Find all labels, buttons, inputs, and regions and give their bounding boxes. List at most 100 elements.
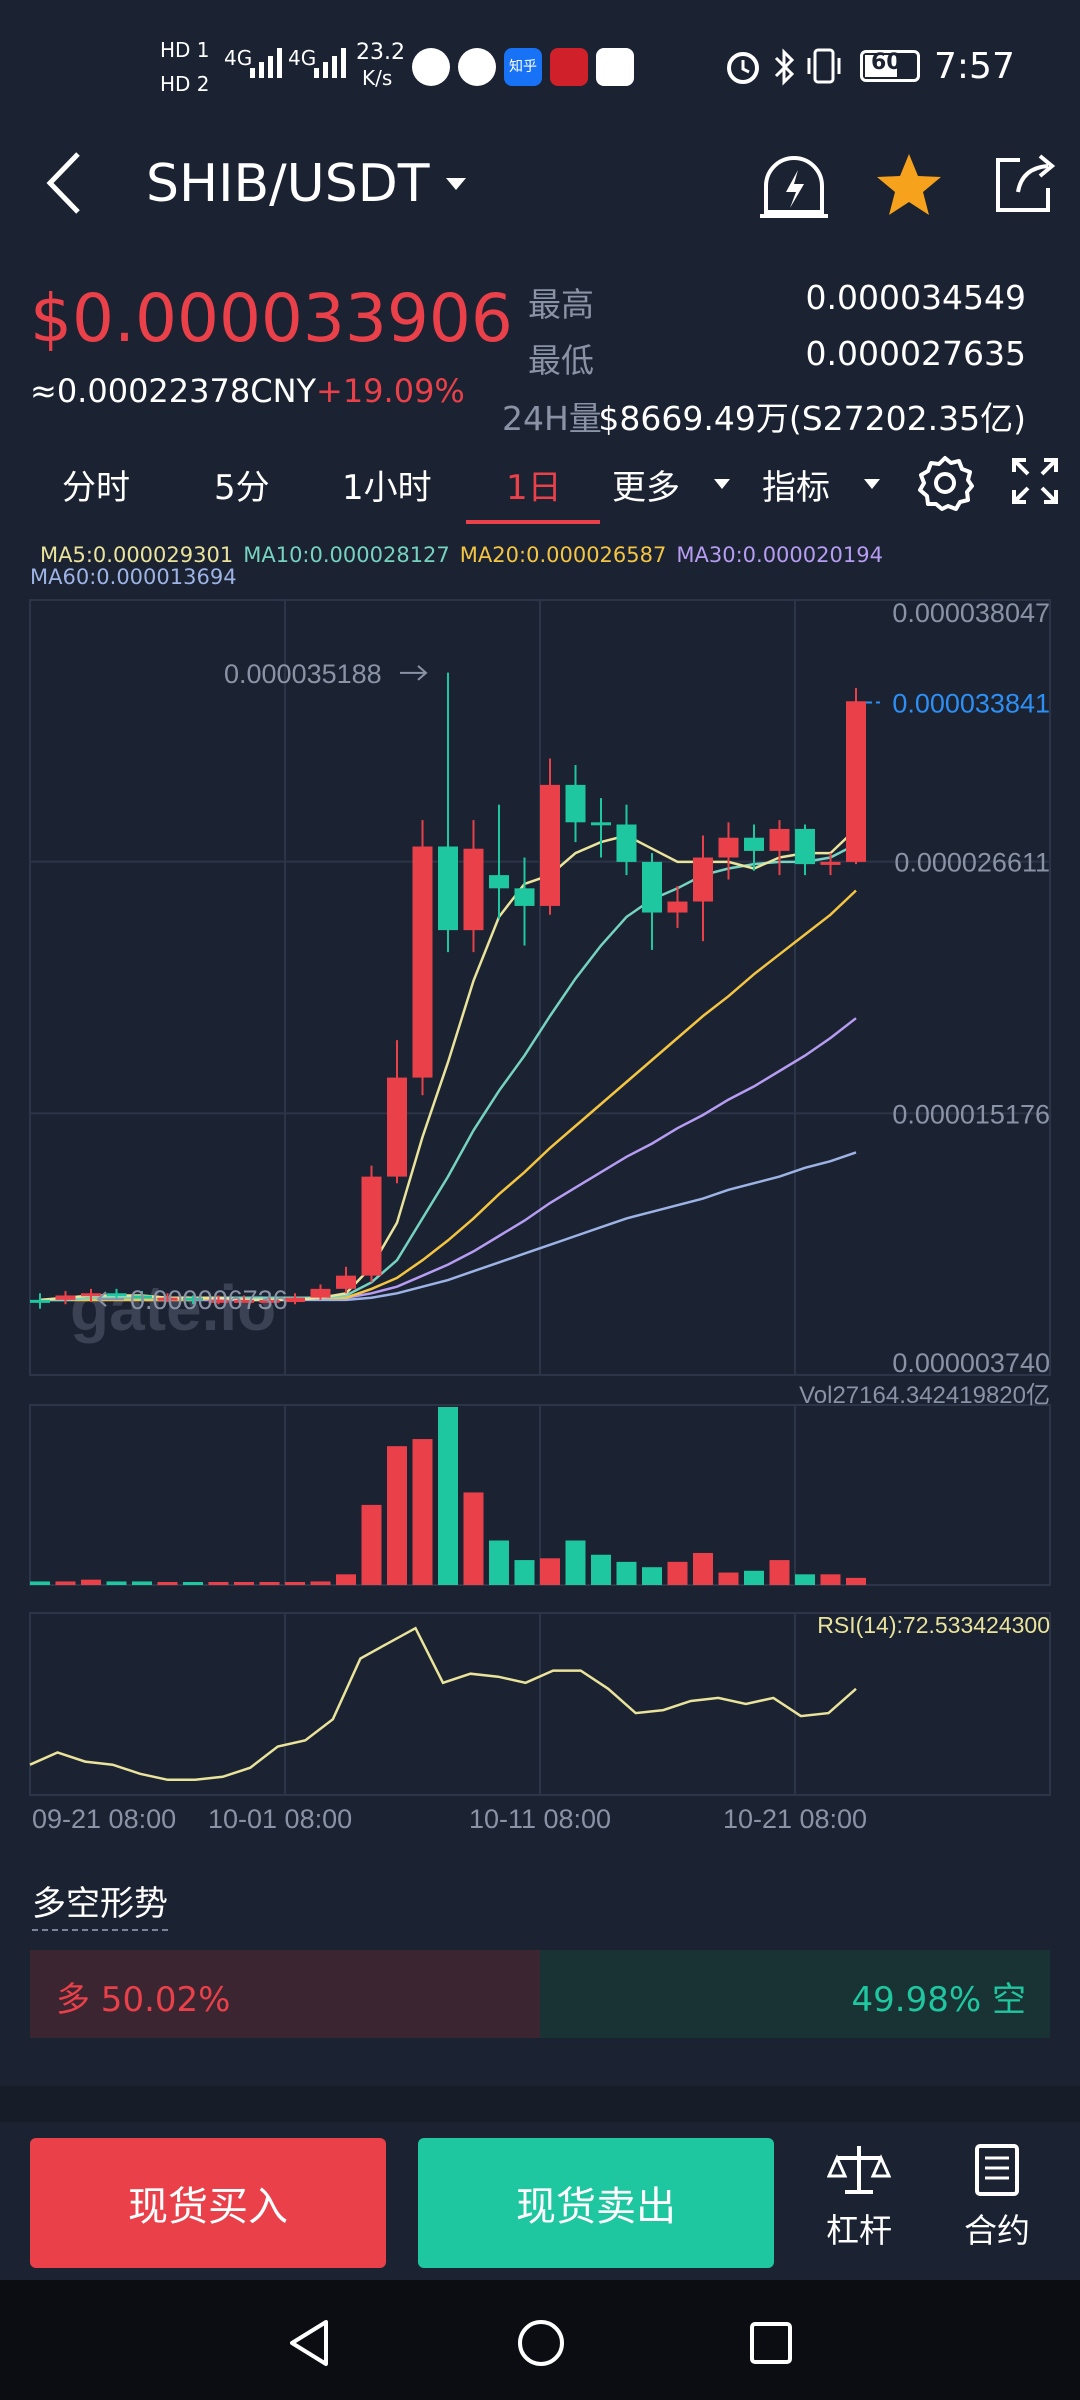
candle-body [540, 784, 560, 906]
volume-bar [463, 1492, 484, 1585]
candle-body [820, 861, 841, 865]
sim1-badge: HD 1 [160, 38, 210, 62]
volume-bar [387, 1446, 407, 1585]
ma5-legend: MA5:0.000029301 [40, 543, 234, 567]
contract-button[interactable]: 合约 [942, 2142, 1052, 2262]
spot-buy-button[interactable]: 现货买入 [30, 2138, 386, 2268]
volume-bar [616, 1561, 637, 1585]
short-ratio-text: 49.98% 空 [851, 1980, 1026, 2020]
battery-icon: 60 [860, 50, 920, 82]
current-price-label: 0.000033841 [892, 689, 1050, 719]
signal-1-icon [250, 48, 282, 78]
price-axis-label: 0.000015176 [892, 1099, 1050, 1129]
tab-timeline[interactable]: 分时 [62, 468, 130, 508]
tab-more[interactable]: 更多 [612, 468, 680, 508]
volume-bar [234, 1582, 254, 1585]
contract-label: 合约 [964, 2211, 1030, 2250]
volume-bar [718, 1572, 739, 1585]
tab-indicators[interactable]: 指标 [762, 468, 830, 508]
candle-body [412, 846, 433, 1078]
price-change-percent: +19.09% [316, 372, 465, 410]
rsi-line [29, 1626, 857, 1782]
volume-bar [412, 1439, 433, 1585]
network-type-2: 4G [288, 46, 317, 70]
candle-body [55, 1295, 76, 1300]
ma60-legend: MA60:0.000013694 [30, 565, 237, 589]
candle-body [795, 828, 815, 865]
favorite-star-icon[interactable] [874, 150, 944, 220]
x-axis-label: 10-21 08:00 [723, 1804, 867, 1834]
low-label: 最低 [528, 341, 594, 380]
pair-title[interactable]: SHIB/USDT [146, 154, 430, 214]
ma-legend: MA5:0.000029301 MA10:0.000028127 MA20:0.00… [30, 543, 893, 588]
share-icon[interactable] [990, 148, 1058, 218]
volume-bar [81, 1579, 101, 1585]
candle-body [693, 857, 713, 902]
status-bar: HD 1 HD 2 4G 4G 23.2 K/s 知乎 60 7:57 [0, 0, 1080, 130]
fullscreen-icon[interactable] [1010, 456, 1060, 506]
nav-recents-icon[interactable] [748, 2320, 794, 2366]
tab-1hour[interactable]: 1小时 [342, 468, 432, 508]
price-cny: ≈0.00022378CNY [30, 372, 317, 410]
rsi-label: RSI(14):72.533424300 [817, 1612, 1050, 1638]
long-ratio-fill [30, 1950, 541, 2038]
vibrate-icon [807, 48, 841, 84]
active-tab-indicator [466, 520, 600, 524]
back-icon[interactable] [40, 148, 90, 218]
candle-body [463, 848, 484, 931]
candle-body [183, 1297, 203, 1301]
price-alert-icon[interactable] [756, 146, 832, 226]
ma20-legend: MA20:0.000026587 [459, 543, 667, 567]
spot-sell-button[interactable]: 现货卖出 [418, 2138, 774, 2268]
candle-body [565, 784, 586, 823]
candlestick-chart[interactable]: gate.io 0.000038047 0.000026611 0.000015176… [0, 590, 1080, 1840]
candle-body [81, 1293, 101, 1297]
volume-bar [132, 1581, 152, 1585]
gate-watermark: gate.io [70, 1272, 276, 1344]
volume-bar [591, 1554, 611, 1585]
bottom-action-bar: 现货买入 现货卖出 杠杆 合约 [0, 2122, 1080, 2280]
volume-bar [667, 1561, 688, 1585]
volume-bar [744, 1570, 764, 1585]
high-value: 0.000034549 [805, 278, 1026, 317]
chart-settings-gear-icon[interactable] [916, 454, 974, 512]
candle-body [438, 846, 458, 931]
candle-body [310, 1288, 331, 1298]
volume-bar [820, 1574, 841, 1585]
last-price: $0.000033906 [30, 280, 513, 357]
x-axis-label: 10-11 08:00 [469, 1804, 611, 1834]
volume-bar [208, 1582, 229, 1585]
candle-body [387, 1077, 407, 1177]
candle-body [208, 1299, 229, 1303]
tab-5min[interactable]: 5分 [214, 468, 270, 508]
nav-back-icon[interactable] [286, 2318, 332, 2368]
candle-body [616, 824, 637, 862]
candle-body [718, 837, 739, 858]
volume-bar [55, 1581, 76, 1585]
tab-1day[interactable]: 1日 [506, 468, 562, 508]
high-marker-arrow [400, 665, 428, 681]
contract-doc-icon [975, 2144, 1019, 2196]
candle-body [667, 901, 688, 913]
pair-dropdown-icon[interactable] [444, 174, 468, 194]
sim2-badge: HD 2 [160, 72, 210, 96]
volume-24h-value: $8669.49万(S27202.35亿) [598, 399, 1026, 438]
volume-bar [769, 1560, 790, 1585]
candle-body [846, 701, 866, 862]
header: SHIB/USDT [0, 130, 1080, 250]
price-axis-label: 0.000038047 [892, 598, 1050, 628]
more-dropdown-icon[interactable] [712, 476, 732, 492]
leverage-button[interactable]: 杠杆 [804, 2142, 914, 2262]
high-price-marker: 0.000035188 [224, 659, 382, 689]
clock: 7:57 [934, 46, 1015, 87]
nav-home-icon[interactable] [516, 2318, 566, 2368]
candle-body [361, 1176, 382, 1276]
ma10-legend: MA10:0.000028127 [243, 543, 450, 567]
indicators-dropdown-icon[interactable] [862, 476, 882, 492]
candle-body [285, 1297, 305, 1303]
zhihu-icon: 知乎 [504, 48, 542, 86]
price-axis-label: 0.000026611 [894, 848, 1050, 878]
volume-bar [183, 1582, 203, 1585]
gate-app-icon [596, 48, 634, 86]
bluetooth-icon [774, 48, 795, 86]
